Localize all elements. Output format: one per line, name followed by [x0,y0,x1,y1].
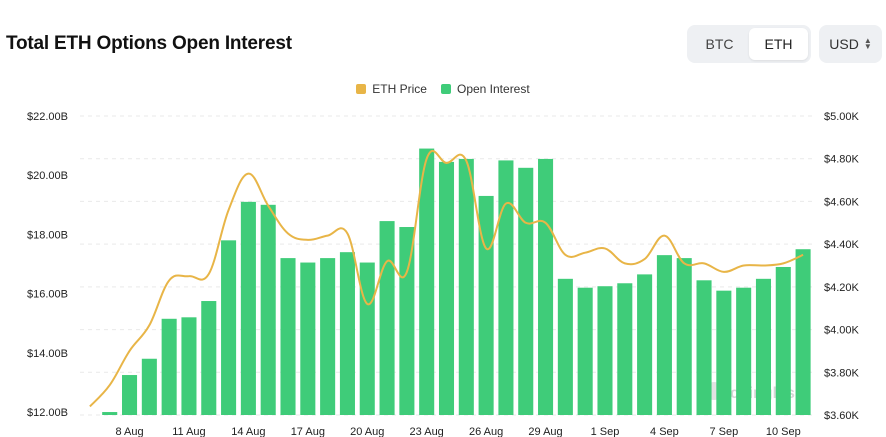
y-right-tick-label: $4.80K [824,154,860,166]
x-tick-label: 23 Aug [410,426,444,437]
oi-bar[interactable] [676,258,692,415]
y-right-tick-label: $3.60K [824,410,860,422]
x-axis: 8 Aug 11 Aug 14 Aug 17 Aug 20 Aug 23 Aug 26 Au… [115,426,800,437]
oi-bar[interactable] [181,317,197,415]
y-left-tick-label: $12.00B [27,407,68,419]
x-tick-label: 10 Sep [766,426,801,437]
legend-swatch-oi [440,84,451,94]
currency-value: USD [829,36,859,52]
line-layer [89,150,804,408]
x-tick-label: 1 Sep [591,426,620,437]
oi-bar[interactable] [121,375,138,415]
bar-layer [102,148,811,416]
x-tick-label: 14 Aug [231,426,265,437]
y-right-tick-label: $4.20K [824,282,860,294]
oi-bar[interactable] [617,283,633,415]
oi-bar[interactable] [716,290,732,415]
x-tick-label: 8 Aug [115,426,143,437]
oi-bar[interactable] [637,274,653,415]
legend-item-price[interactable]: ETH Price [356,82,427,96]
y-axis-right: $3.60K $3.80K $4.00K $4.20K $4.40K $4.60K $4.8… [824,111,860,422]
oi-bar[interactable] [478,195,494,415]
asset-option-btc[interactable]: BTC [705,36,734,52]
oi-bar[interactable] [498,160,514,415]
y-right-tick-label: $3.80K [824,367,860,379]
y-left-tick-label: $16.00B [27,289,68,301]
oi-bar[interactable] [438,161,455,415]
y-right-tick-label: $4.60K [824,196,860,208]
x-tick-label: 11 Aug [172,426,205,437]
oi-bar[interactable] [240,201,256,415]
oi-bar[interactable] [597,286,613,415]
chart-legend: ETH Price Open Interest [0,82,886,96]
oi-bar[interactable] [577,287,593,415]
oi-bar[interactable] [557,278,573,415]
oi-bar[interactable] [696,280,712,415]
oi-bar[interactable] [518,167,534,415]
oi-bar[interactable] [339,252,355,415]
oi-bar[interactable] [141,358,157,415]
oi-bar[interactable] [102,412,118,415]
oi-bar[interactable] [458,158,474,416]
oi-bar[interactable] [161,318,177,415]
asset-toggle: BTC ETH [687,25,811,63]
currency-select[interactable]: USD ▲ ▼ [819,25,882,63]
y-right-tick-label: $4.00K [824,325,860,337]
legend-label-oi: Open Interest [456,82,530,96]
x-tick-label: 7 Sep [709,426,738,437]
oi-bar[interactable] [201,301,217,415]
oi-bar[interactable] [656,255,672,415]
y-left-tick-label: $22.00B [27,111,68,123]
y-left-tick-label: $20.00B [27,170,68,182]
oi-bar[interactable] [379,221,395,415]
oi-bar[interactable] [320,258,336,415]
legend-item-oi[interactable]: Open Interest [440,82,530,96]
oi-bar[interactable] [260,204,276,415]
y-right-tick-label: $5.00K [824,111,860,123]
oi-bar[interactable] [419,148,435,415]
y-right-tick-label: $4.40K [824,239,860,251]
oi-bar[interactable] [538,158,554,416]
oi-bar[interactable] [359,262,375,415]
y-left-tick-label: $18.00B [27,229,68,241]
x-tick-label: 4 Sep [650,426,679,437]
oi-bar[interactable] [300,262,316,415]
x-tick-label: 20 Aug [350,426,384,437]
eth-price-line[interactable] [89,150,804,408]
oi-bar[interactable] [736,287,752,415]
oi-bar[interactable] [775,266,791,415]
oi-bar[interactable] [221,240,237,415]
oi-bar[interactable] [795,249,811,415]
oi-bar[interactable] [755,278,772,415]
page-title: Total ETH Options Open Interest [6,33,292,54]
x-tick-label: 26 Aug [469,426,503,437]
y-left-tick-label: $14.00B [27,348,68,360]
chevron-updown-icon: ▲ ▼ [863,36,872,51]
oi-bar[interactable] [280,258,296,415]
y-axis-left: $12.00B $14.00B $16.00B $18.00B $20.00B $22.0… [27,111,68,419]
x-tick-label: 17 Aug [291,426,325,437]
x-tick-label: 29 Aug [528,426,562,437]
oi-bar[interactable] [399,227,415,415]
asset-option-eth[interactable]: ETH [749,28,808,60]
legend-label-price: ETH Price [372,82,427,96]
legend-swatch-price [356,84,367,94]
